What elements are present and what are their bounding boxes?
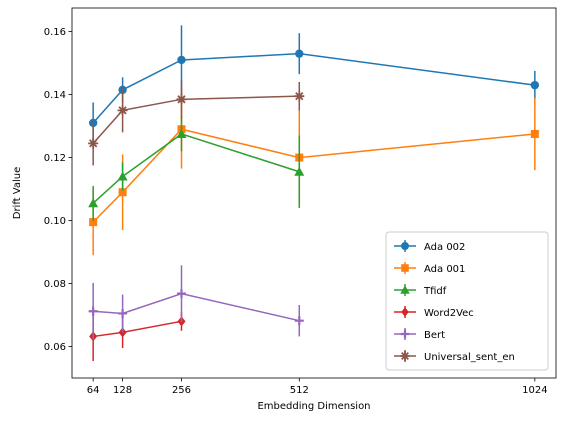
x-tick-label: 128 xyxy=(113,385,132,396)
legend-label: Ada 001 xyxy=(424,264,465,275)
legend-item: Universal_sent_en xyxy=(394,350,515,363)
data-point xyxy=(177,55,186,65)
series-bert xyxy=(88,265,304,340)
y-tick-label: 0.12 xyxy=(44,153,66,164)
legend-item: Ada 001 xyxy=(394,262,465,275)
legend-marker xyxy=(401,242,409,250)
data-point xyxy=(88,306,98,316)
series-tfidf xyxy=(88,116,305,221)
data-point xyxy=(117,105,128,116)
data-point xyxy=(88,198,99,208)
data-point xyxy=(176,289,186,299)
x-axis-label: Embedding Dimension xyxy=(257,401,370,412)
data-point xyxy=(118,188,127,197)
y-axis-ticks: 0.06 0.08 0.10 0.12 0.14 0.16 xyxy=(44,27,72,353)
legend-marker xyxy=(401,264,409,272)
legend-label: Tfidf xyxy=(423,286,447,297)
x-axis-ticks: 64 128 256 512 1024 xyxy=(87,378,548,396)
x-tick-label: 512 xyxy=(290,385,309,396)
plot-area xyxy=(71,7,557,379)
legend-label: Ada 002 xyxy=(424,242,465,253)
data-point xyxy=(88,138,99,149)
data-point xyxy=(530,129,539,138)
data-point xyxy=(294,166,305,176)
x-tick-label: 1024 xyxy=(522,385,547,396)
x-tick-label: 64 xyxy=(87,385,100,396)
legend-label: Word2Vec xyxy=(424,308,474,319)
legend: Ada 002 Ada 001 Tfidf Word2Vec Bert Universal… xyxy=(385,231,549,371)
data-point xyxy=(118,308,128,318)
data-point xyxy=(176,94,187,105)
data-point xyxy=(530,80,540,90)
y-tick-label: 0.06 xyxy=(44,342,66,353)
y-tick-label: 0.08 xyxy=(44,279,66,290)
legend-label: Universal_sent_en xyxy=(424,352,515,363)
y-axis-label: Drift Value xyxy=(12,167,23,220)
legend-marker xyxy=(400,329,410,339)
series-universal-sent-en xyxy=(88,80,305,166)
data-point xyxy=(294,316,304,326)
data-point xyxy=(176,128,187,138)
series-line xyxy=(92,133,300,204)
legend-box xyxy=(385,231,549,371)
legend-marker xyxy=(400,285,410,294)
x-tick-label: 256 xyxy=(172,385,191,396)
data-point xyxy=(89,218,98,227)
series-line xyxy=(93,292,300,322)
series-line xyxy=(92,95,300,144)
legend-item: Tfidf xyxy=(394,284,447,297)
legend-marker xyxy=(401,307,409,317)
legend-marker xyxy=(400,351,410,361)
y-tick-label: 0.10 xyxy=(44,216,66,227)
data-point xyxy=(295,49,304,58)
data-point xyxy=(117,171,128,181)
legend-item: Bert xyxy=(394,328,445,341)
y-tick-label: 0.16 xyxy=(44,27,66,38)
axes-frame xyxy=(71,7,557,379)
legend-item: Word2Vec xyxy=(394,306,474,319)
y-tick-label: 0.14 xyxy=(44,90,66,101)
data-point xyxy=(294,91,305,102)
legend-item: Ada 002 xyxy=(394,240,465,253)
legend-label: Bert xyxy=(424,330,445,341)
